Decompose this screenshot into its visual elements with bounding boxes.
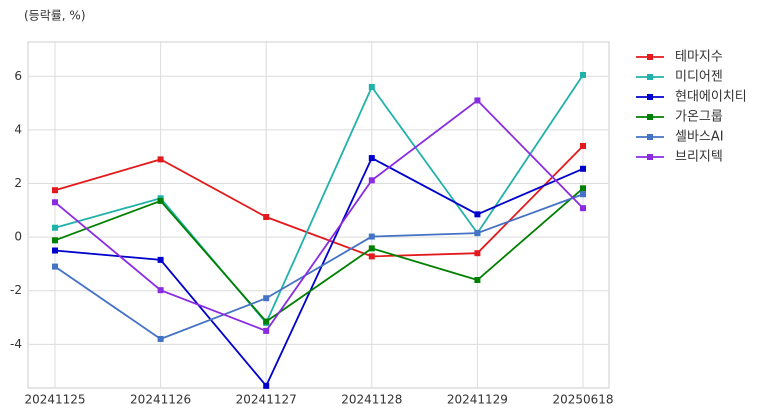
y-tick-label: -2: [10, 283, 22, 297]
point-marker: [263, 295, 270, 302]
point-marker: [474, 97, 481, 104]
series-line: [54, 187, 584, 323]
plot-frame: [27, 41, 610, 389]
point-marker: [474, 211, 481, 218]
y-tick-label: -4: [10, 337, 22, 351]
legend-marker: [647, 54, 653, 60]
x-tick-label: 20241128: [341, 393, 402, 407]
point-marker: [157, 256, 164, 263]
series-line: [54, 193, 584, 340]
chart-title: (등락률, %): [24, 9, 86, 23]
point-marker: [52, 187, 58, 194]
point-marker: [52, 247, 58, 254]
y-tick-label: 4: [14, 122, 22, 136]
point-marker: [580, 191, 586, 198]
legend-marker: [647, 154, 653, 160]
x-tick-label: 20241129: [447, 393, 508, 407]
point-marker: [368, 253, 375, 260]
point-marker: [157, 335, 164, 342]
y-tick-label: 6: [14, 69, 22, 83]
legend-label: 셀바스AI: [675, 130, 724, 145]
point-marker: [157, 287, 164, 294]
legend-marker: [647, 134, 653, 140]
point-marker: [368, 177, 375, 184]
point-marker: [368, 233, 375, 240]
point-marker: [580, 185, 586, 192]
legend-label: 미디어젠: [675, 70, 723, 85]
point-marker: [580, 142, 586, 149]
x-tick-label: 20241125: [24, 393, 85, 407]
point-marker: [474, 276, 481, 283]
point-marker: [263, 214, 270, 221]
point-marker: [368, 155, 375, 162]
point-marker: [157, 156, 164, 163]
point-marker: [263, 318, 270, 325]
point-marker: [157, 197, 164, 204]
x-tick-label: 20241126: [130, 393, 191, 407]
y-tick-label: 0: [14, 230, 22, 244]
point-marker: [474, 250, 481, 257]
point-marker: [474, 230, 481, 237]
point-marker: [52, 237, 58, 244]
point-marker: [52, 263, 58, 270]
point-marker: [368, 84, 375, 91]
legend-marker: [647, 94, 653, 100]
series-line: [54, 99, 584, 333]
series-line: [54, 156, 584, 388]
point-marker: [263, 327, 270, 334]
legend-label: 가온그룹: [675, 110, 723, 125]
x-tick-label: 20250618: [552, 393, 613, 407]
point-marker: [368, 245, 375, 252]
point-marker: [580, 205, 586, 212]
point-marker: [52, 224, 58, 231]
legend-label: 현대에이치티: [675, 90, 747, 105]
legend-marker: [647, 74, 653, 80]
legend-label: 브리지텍: [675, 150, 723, 165]
series-line: [54, 145, 584, 258]
point-marker: [580, 71, 586, 78]
point-marker: [52, 199, 58, 206]
point-marker: [580, 165, 586, 172]
x-tick-label: 20241127: [236, 393, 297, 407]
legend-marker: [647, 114, 653, 120]
point-marker: [263, 382, 270, 389]
y-tick-label: 2: [14, 176, 22, 190]
legend-label: 테마지수: [675, 50, 723, 65]
